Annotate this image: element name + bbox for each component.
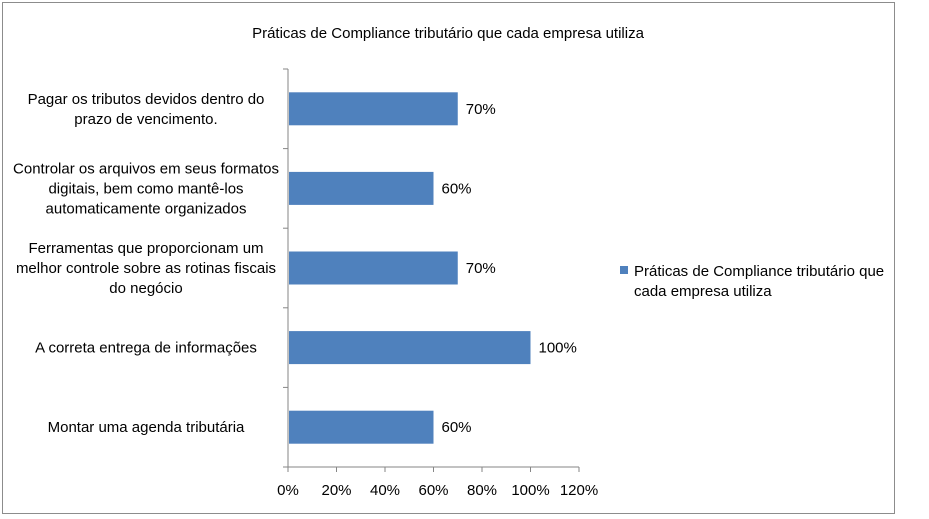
- category-label: Ferramentas que proporcionam um melhor co…: [16, 240, 276, 297]
- tick-labels-group: 0% 20% 40% 60% 80% 100% 120%: [277, 482, 598, 499]
- x-tick-label: 100%: [511, 482, 549, 499]
- bar: [289, 251, 458, 285]
- x-tick-label: 80%: [467, 482, 497, 499]
- data-label: 60%: [442, 180, 472, 197]
- category-label: A correta entrega de informações: [35, 340, 257, 357]
- bar: [289, 92, 458, 126]
- data-label: 70%: [466, 260, 496, 277]
- bar-chart: Práticas de Compliance tributário que ca…: [13, 25, 884, 499]
- legend-label: Práticas de Compliance tributário que cad…: [634, 263, 884, 300]
- chart-title: Práticas de Compliance tributário que ca…: [252, 25, 645, 42]
- bars-group: [289, 92, 531, 444]
- data-label: 60%: [442, 419, 472, 436]
- legend: Práticas de Compliance tributário que cad…: [620, 263, 884, 300]
- axes-group: [283, 68, 580, 472]
- x-tick-label: 0%: [277, 482, 299, 499]
- category-labels-group: Pagar os tributos devidos dentro do prazo…: [13, 91, 279, 436]
- bar: [289, 171, 434, 205]
- category-label: Controlar os arquivos em seus formatos di…: [13, 160, 279, 217]
- data-labels-group: 70% 60% 70% 100% 60%: [442, 101, 577, 436]
- data-label: 70%: [466, 101, 496, 118]
- category-label: Montar uma agenda tributária: [48, 419, 245, 436]
- x-tick-label: 60%: [418, 482, 448, 499]
- chart-frame: Práticas de Compliance tributário que ca…: [2, 2, 895, 514]
- data-label: 100%: [539, 340, 577, 357]
- legend-swatch: [620, 266, 628, 274]
- bar: [289, 410, 434, 444]
- x-tick-label: 120%: [560, 482, 598, 499]
- category-label: Pagar os tributos devidos dentro do prazo…: [28, 91, 265, 128]
- bar: [289, 331, 531, 365]
- x-tick-label: 20%: [321, 482, 351, 499]
- x-tick-label: 40%: [370, 482, 400, 499]
